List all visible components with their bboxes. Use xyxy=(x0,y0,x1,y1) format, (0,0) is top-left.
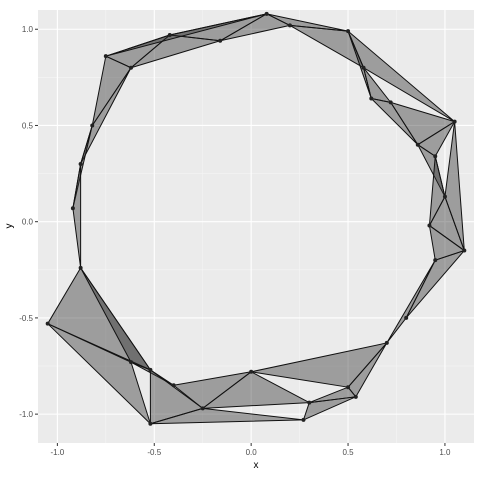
point-layer xyxy=(45,11,467,426)
triangle xyxy=(444,121,465,252)
triangle xyxy=(370,98,419,146)
data-point xyxy=(218,38,223,43)
triangle xyxy=(149,407,304,425)
data-point xyxy=(346,385,351,390)
data-point xyxy=(148,367,153,372)
y-tick-label: -1.0 xyxy=(19,410,33,419)
data-point xyxy=(301,417,306,422)
y-tick-label: -0.5 xyxy=(19,314,33,323)
data-point xyxy=(384,340,389,345)
triangle-layer xyxy=(47,13,465,425)
x-tick-label: -0.5 xyxy=(147,448,161,457)
x-axis-title: x xyxy=(254,460,259,471)
data-point xyxy=(433,154,438,159)
triangle xyxy=(47,323,151,425)
y-tick-label: 0.0 xyxy=(22,218,34,227)
x-tick-label: 0.5 xyxy=(342,448,354,457)
data-point xyxy=(249,369,254,374)
data-point xyxy=(167,33,172,38)
x-tick-label: 1.0 xyxy=(439,448,451,457)
data-point xyxy=(427,223,432,228)
triangle xyxy=(130,34,221,69)
triangle xyxy=(308,386,357,404)
data-point xyxy=(90,123,95,128)
data-point xyxy=(361,65,366,70)
y-tick-label: 0.5 xyxy=(22,121,34,130)
grid-minor xyxy=(38,10,474,443)
grid-major xyxy=(38,10,474,443)
triangle xyxy=(347,30,372,100)
y-axis-title: y xyxy=(4,224,15,229)
triangle xyxy=(202,371,310,409)
y-axis-ticks: -1.0 -0.5 0.0 0.5 1.0 xyxy=(19,25,38,419)
data-point xyxy=(129,360,134,365)
data-point xyxy=(70,206,75,211)
data-point xyxy=(442,194,447,199)
y-tick-label: 1.0 xyxy=(22,25,34,34)
x-axis-ticks: -1.0 -0.5 0.0 0.5 1.0 xyxy=(50,443,451,457)
data-point xyxy=(78,265,83,270)
triangle xyxy=(250,342,388,388)
x-tick-label: 0.0 xyxy=(246,448,258,457)
x-tick-label: -1.0 xyxy=(50,448,64,457)
data-point xyxy=(45,321,50,326)
data-point xyxy=(78,161,83,166)
data-point xyxy=(462,248,467,253)
data-point xyxy=(369,96,374,101)
data-point xyxy=(129,65,134,70)
triangle xyxy=(428,155,446,227)
data-point xyxy=(307,400,312,405)
triangle xyxy=(105,13,268,57)
triangle xyxy=(386,259,436,344)
data-point xyxy=(452,119,457,124)
data-point xyxy=(404,315,409,320)
data-point xyxy=(433,258,438,263)
triangle xyxy=(72,163,82,269)
data-point xyxy=(353,394,358,399)
data-point xyxy=(346,29,351,34)
data-point xyxy=(103,54,108,59)
data-point xyxy=(287,23,292,28)
data-point xyxy=(148,421,153,426)
data-point xyxy=(200,406,205,411)
data-point xyxy=(264,11,269,16)
data-point xyxy=(171,383,176,388)
triangle xyxy=(130,361,175,386)
data-point xyxy=(415,142,420,147)
data-point xyxy=(388,100,393,105)
